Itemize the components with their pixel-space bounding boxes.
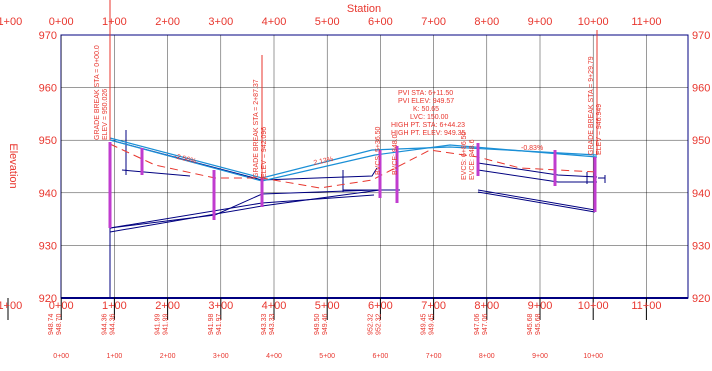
bottom-station-label: 10+00 [583,353,603,360]
elevation-readout: 944.36 [101,313,108,335]
elevation-readout: 943.33 [261,313,268,335]
elevation-tick-right: 940 [692,188,710,200]
elevation-readout: 947.06 [474,313,481,335]
evce-label: EVCE: 948.6 [469,139,476,180]
station-tick-top: 4+00 [262,16,287,28]
tick-labels: -1+00 -1+00 0+00 0+00 1+00 1+00 2+00 2+00 3+00 3+… [0,16,710,312]
structure-markers [108,142,597,228]
bottom-station-label: 9+00 [532,353,548,360]
elevation-readout: 952.32 [367,313,374,335]
elevation-readout: 941.99 [155,313,162,335]
high-pt-sta: HIGH PT. STA: 6+44.23 [391,122,465,129]
bottom-station-label: 3+00 [213,353,229,360]
elevation-tick-left: 950 [39,135,57,147]
station-tick-top: 8+00 [474,16,499,28]
elevation-tick-left: 930 [39,240,57,252]
station-tick-top: 6+00 [368,16,393,28]
bvce-label: BVCE: 948.0 [392,134,399,175]
station-tick-top: 9+00 [528,16,553,28]
station-tick-bottom: 4+00 [262,300,287,312]
elevation-readout: 948.74 [48,313,55,335]
bottom-station-label: 7+00 [426,353,442,360]
elevation-readout: 949.45 [421,313,428,335]
elevation-tick-right: 920 [692,293,710,305]
grade-1-label: -2.56% [174,153,197,165]
elevation-tick-right: 950 [692,135,710,147]
elevation-readout: 949.46 [322,313,329,335]
grade-3-label: -0.83% [521,145,543,152]
elevation-tick-right: 930 [692,240,710,252]
elevation-readout: 941.97 [216,313,223,335]
elevation-readout: 947.06 [482,313,489,335]
grade-break-1-elev: ELEV = 950.026 [102,89,109,140]
elevation-readout: 941.99 [163,313,170,335]
station-tick-top: 10+00 [578,16,609,28]
elevation-tick-right: 970 [692,30,710,42]
bottom-station-label: 4+00 [266,353,282,360]
station-tick-top: 0+00 [49,16,74,28]
bvcs-label: BVCS: 5+36.50 [375,126,382,175]
finished-grade [109,137,598,182]
evcs-label: EVCS: 6+86.50 [461,131,468,180]
high-pt-elev: HIGH PT. ELEV: 949.35 [391,130,466,137]
k-value: K: 50.65 [413,106,439,113]
station-tick-bottom: 7+00 [421,300,446,312]
elevation-tick-left: 960 [39,83,57,95]
elevation-readout: 941.98 [208,313,215,335]
bottom-station-label: 1+00 [107,353,123,360]
elevation-readout: 948.70 [56,313,63,335]
station-tick-bottom: 5+00 [315,300,340,312]
grade-break-2-sta: GRADE BREAK STA = 2+87.37 [253,79,260,178]
elevation-readout: 949.50 [314,313,321,335]
elevation-readouts: 948.74 948.70 944.36 944.36 941.99 941.99 941.… [48,313,542,335]
station-tick-top: 1+00 [102,16,127,28]
grade-break-lines [109,0,598,180]
station-tick-top: 11+00 [631,16,661,28]
station-tick-bottom: 0+00 [49,300,74,312]
station-tick-bottom: 9+00 [528,300,553,312]
station-tick-bottom: 1+00 [102,300,127,312]
elevation-axis-label: Elevation [7,143,19,188]
station-tick-bottom: 3+00 [208,300,233,312]
station-tick-bottom: 11+00 [631,300,661,312]
elevation-readout: 952.32 [375,313,382,335]
pvi-elev: PVI ELEV: 949.57 [398,98,454,105]
bottom-station-labels: 0+00 1+00 2+00 3+00 4+00 5+00 6+00 7+00 8+00 9+00… [53,353,603,360]
bottom-station-label: 2+00 [160,353,176,360]
elevation-readout: 945.68 [527,313,534,335]
elevation-tick-left: 940 [39,188,57,200]
elevation-readout: 944.36 [109,313,116,335]
grade-break-1-sta: GRADE BREAK STA = 0+00.0 [94,45,101,140]
grade-break-3-sta: GRADE BREAK STA = 9+29.79 [588,56,595,155]
bottom-station-label: 0+00 [53,353,69,360]
bottom-station-label: 5+00 [319,353,335,360]
station-tick-top: 2+00 [155,16,180,28]
station-tick-top: -1+00 [0,16,22,28]
grade-break-3-elev: ELEV = 946.949 [596,104,603,155]
station-tick-bottom: 6+00 [368,300,393,312]
pvi-sta: PVI STA: 6+11.50 [398,90,453,97]
station-tick-top: 7+00 [421,16,446,28]
grade-2-label: 2.13% [313,156,334,167]
station-tick-bottom: 2+00 [155,300,180,312]
station-tick-bottom: 10+00 [578,300,609,312]
lvc-value: LVC: 150.00 [410,114,449,121]
station-tick-bottom: -1+00 [0,300,22,312]
grade-break-2-elev: ELEV = 942.096 [261,127,268,178]
bottom-station-label: 6+00 [373,353,389,360]
elevation-readout: 949.45 [429,313,436,335]
station-tick-bottom: 8+00 [474,300,499,312]
station-header: Station [347,3,381,15]
elevation-tick-left: 970 [39,30,57,42]
bottom-station-label: 8+00 [479,353,495,360]
elevation-tick-right: 960 [692,83,710,95]
station-tick-top: 5+00 [315,16,340,28]
elevation-tick-left: 920 [39,293,57,305]
elevation-readout: 943.33 [269,313,276,335]
elevation-readout: 945.68 [535,313,542,335]
station-tick-top: 3+00 [208,16,233,28]
